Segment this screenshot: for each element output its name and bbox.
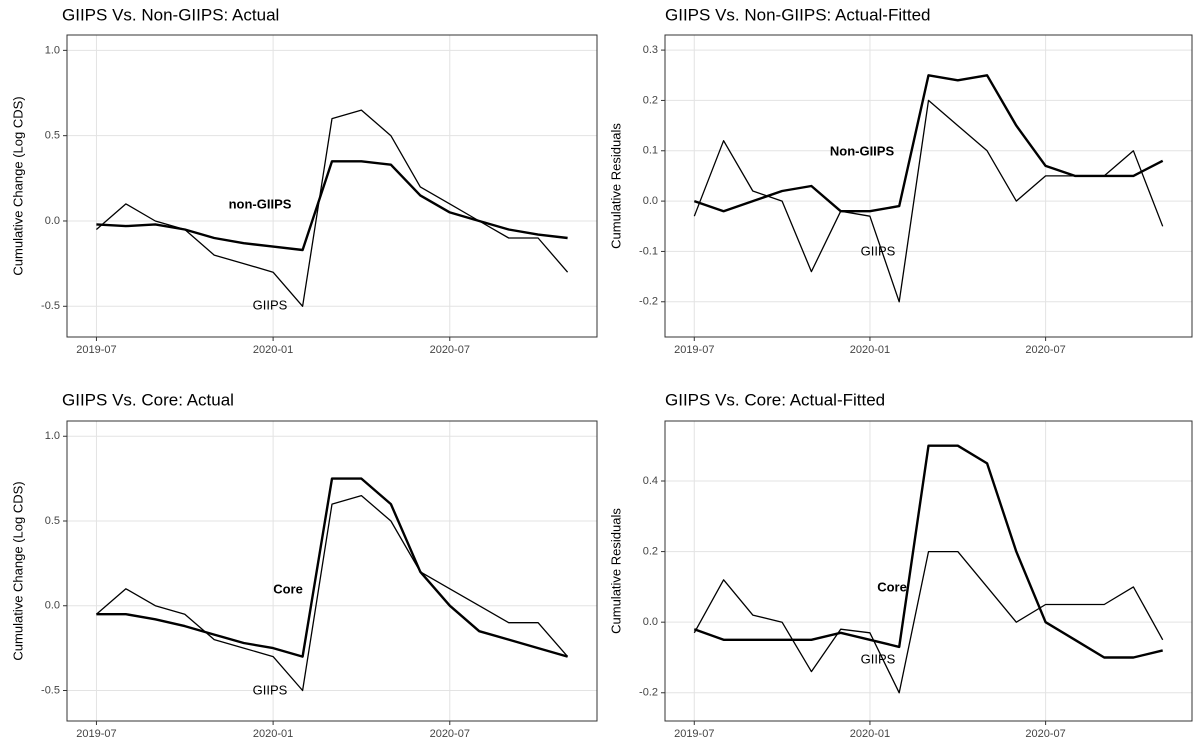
plot-border [664, 420, 1193, 722]
x-tick-label: 2020-07 [430, 728, 470, 740]
panel: -0.2 0.0 0.2 0.4 2019-07 2020-01 2020-07 GIIPS C… [608, 390, 1193, 740]
y-tick-label: 0.0 [643, 616, 658, 628]
plot-border [66, 420, 598, 722]
y-tick-label: 1.0 [45, 430, 60, 442]
x-tick-label: 2020-01 [253, 728, 293, 740]
y-tick-label: 0.0 [45, 215, 60, 227]
x-tick-label: 2020-07 [1025, 344, 1065, 356]
x-tick-label: 2020-01 [253, 344, 293, 356]
series-line [693, 444, 1163, 659]
y-tick-label: 0.0 [45, 600, 60, 612]
series-line [96, 477, 568, 658]
y-tick-label: -0.5 [41, 300, 60, 312]
plot-border [66, 34, 598, 338]
chart-title: GIIPS Vs. Non-GIIPS: Actual [62, 5, 279, 24]
y-tick-label: -0.1 [639, 245, 658, 257]
series-label: GIIPS [861, 651, 896, 666]
chart-title: GIIPS Vs. Core: Actual-Fitted [665, 390, 885, 409]
series-label: Core [273, 581, 303, 596]
y-tick-label: 1.0 [45, 44, 60, 56]
panel: -0.5 0.0 0.5 1.0 2019-07 2020-01 2020-07 GIIPS C… [10, 390, 598, 740]
series-label: GIIPS [253, 297, 288, 312]
x-tick-label: 2019-07 [674, 344, 714, 356]
series-line [95, 494, 569, 692]
y-tick-label: 0.2 [643, 94, 658, 106]
chart-title: GIIPS Vs. Core: Actual [62, 390, 234, 409]
series-line [693, 74, 1164, 213]
panel: -0.5 0.0 0.5 1.0 2019-07 2020-01 2020-07 GIIPS n… [10, 5, 598, 356]
plot-background [67, 421, 597, 721]
series-line [693, 550, 1164, 694]
x-tick-label: 2019-07 [76, 344, 116, 356]
plot-border [664, 34, 1193, 338]
y-tick-label: -0.2 [639, 687, 658, 699]
y-tick-label: 0.3 [643, 44, 658, 56]
series-label: non-GIIPS [229, 196, 292, 211]
y-tick-label: -0.5 [41, 684, 60, 696]
x-tick-label: 2019-07 [674, 728, 714, 740]
x-tick-label: 2020-07 [1025, 728, 1065, 740]
y-tick-label: 0.4 [643, 475, 658, 487]
y-axis-title: Cumulative Change (Log CDS) [10, 481, 25, 660]
y-axis-title: Cumulative Change (Log CDS) [10, 96, 25, 275]
x-tick-label: 2019-07 [76, 728, 116, 740]
series-line [96, 160, 568, 252]
y-axis-title: Cumulative Residuals [608, 508, 623, 634]
y-tick-label: -0.2 [639, 296, 658, 308]
plot-background [67, 35, 597, 337]
x-tick-label: 2020-01 [850, 728, 890, 740]
y-tick-label: 0.1 [643, 145, 658, 157]
x-tick-label: 2020-07 [430, 344, 470, 356]
series-label: GIIPS [861, 243, 896, 258]
series-label: GIIPS [253, 682, 288, 697]
series-label: Non-GIIPS [830, 143, 895, 158]
panel: -0.2 -0.1 0.0 0.1 0.2 0.3 2019-07 2020-01 2020-0… [608, 5, 1193, 356]
y-tick-label: 0.2 [643, 545, 658, 557]
y-axis-title: Cumulative Residuals [608, 123, 623, 249]
chart-title: GIIPS Vs. Non-GIIPS: Actual-Fitted [665, 5, 930, 24]
y-tick-label: 0.0 [643, 195, 658, 207]
plot-background [665, 35, 1192, 337]
y-tick-label: 0.5 [45, 130, 60, 142]
x-tick-label: 2020-01 [850, 344, 890, 356]
y-tick-label: 0.5 [45, 515, 60, 527]
series-label: Core [877, 579, 907, 594]
plot-background [665, 421, 1192, 721]
